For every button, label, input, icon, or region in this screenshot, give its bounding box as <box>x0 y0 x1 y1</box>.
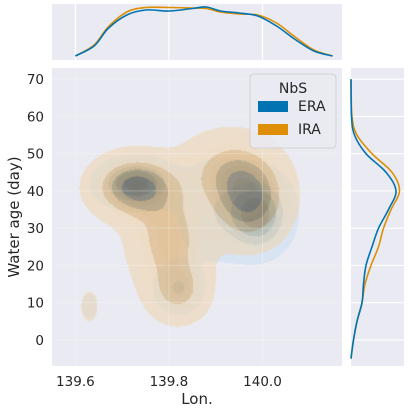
x-tick-label: 139.8 <box>150 374 189 390</box>
y-tick-label: 10 <box>27 296 44 312</box>
legend-swatch-era <box>258 101 288 112</box>
y-tick-label: 70 <box>27 72 44 88</box>
x-axis-label: Lon. <box>181 390 213 408</box>
y-tick-label: 60 <box>27 109 44 125</box>
x-tick-label: 140.0 <box>243 374 282 390</box>
y-tick-label: 20 <box>27 258 44 274</box>
tick-label-layer: 139.6 139.8 140.0 0 10 20 30 40 50 60 70 <box>27 72 282 390</box>
y-tick-label: 40 <box>27 184 44 200</box>
legend-label-ira: IRA <box>298 122 321 138</box>
right-marginal-curve-era <box>350 79 397 359</box>
legend-swatch-ira <box>258 124 288 135</box>
y-tick-label: 50 <box>27 147 44 163</box>
legend-label-era: ERA <box>298 99 326 115</box>
y-tick-label: 0 <box>35 333 44 349</box>
marginal-density-layer <box>74 6 401 359</box>
x-tick-label: 139.6 <box>56 374 95 390</box>
top-marginal-axes-background <box>52 4 342 60</box>
y-axis-label: Water age (day) <box>5 156 23 277</box>
right-marginal-axes-background <box>351 68 404 366</box>
y-tick-label: 30 <box>27 221 44 237</box>
legend: NbS ERA IRA <box>249 73 337 149</box>
top-marginal-curve-era <box>75 6 333 57</box>
legend-title: NbS <box>279 81 307 97</box>
top-marginal-curve-ira <box>74 6 333 57</box>
